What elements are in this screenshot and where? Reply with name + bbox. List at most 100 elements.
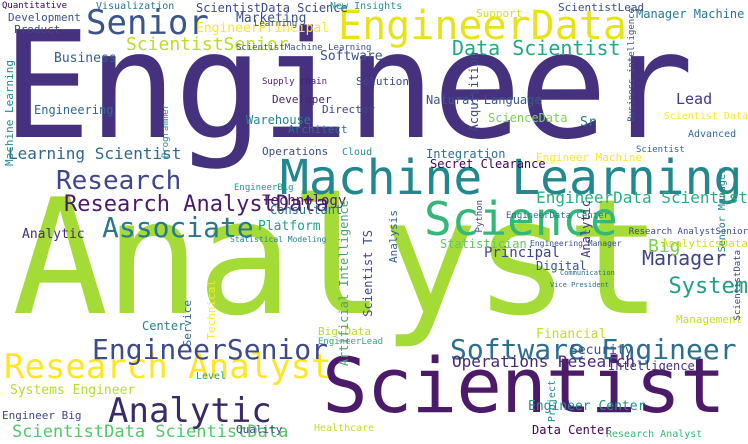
word: Financial: [536, 327, 607, 342]
word: Analyst: [12, 164, 662, 351]
word-vertical: Artificial Intelligence: [337, 200, 351, 367]
word: Machine Learning: [280, 150, 743, 206]
word: Healthcare: [314, 423, 375, 434]
word: Learning: [254, 19, 298, 29]
word: Intelligence: [608, 359, 695, 373]
word: Software Engineer: [450, 333, 737, 366]
word: Sr: [580, 115, 596, 130]
word: Digital: [536, 259, 587, 273]
word-vertical: Programmer: [161, 104, 171, 159]
word: Data Scientist: [452, 36, 621, 60]
word: Statistical Modeling: [230, 235, 327, 244]
word: Scientist: [322, 341, 726, 430]
word: Big Data: [318, 325, 371, 338]
word: Engineer Center: [528, 399, 646, 414]
word: Analytic: [22, 227, 85, 242]
word: Support: [476, 7, 523, 20]
word: Statistician: [440, 237, 527, 251]
word: Advanced: [688, 129, 737, 140]
word: Manager Machine: [636, 7, 745, 21]
word: ScienceData: [488, 111, 568, 125]
word: Technology: [262, 193, 347, 209]
word: Engineer Big: [2, 409, 82, 422]
word: ScientistMachine Learning: [236, 43, 372, 53]
word: Learning Scientist: [8, 144, 182, 163]
word: AnalyticsData: [661, 237, 748, 250]
word: EngineerData Scientist: [536, 188, 748, 207]
word-vertical: Analytic: [579, 200, 593, 258]
word: Developer: [272, 93, 332, 106]
word: ScientistSenior: [126, 34, 289, 55]
word: System: [668, 274, 748, 299]
word-vertical: Service: [181, 300, 194, 347]
word: EngineerData: [338, 3, 627, 49]
word-vertical: Business intelligence: [627, 8, 637, 122]
word: Natural Language: [426, 93, 542, 107]
word: Secret Clearance: [430, 157, 546, 171]
word: EngineerBig: [234, 183, 294, 193]
word: Director: [322, 103, 375, 116]
word: Operations Research: [452, 352, 636, 371]
word: Research: [56, 166, 182, 196]
word: Supply chain: [262, 77, 328, 87]
word: Quantitative: [2, 1, 68, 11]
word: Communication: [560, 269, 615, 277]
word: Principal: [484, 245, 560, 261]
word: Visualization: [96, 1, 175, 12]
word: Warehouse: [246, 113, 312, 127]
word: Engineer Machine: [536, 151, 642, 164]
word: Research Analyst: [4, 347, 332, 387]
word: Quality: [236, 423, 283, 436]
word: Science: [424, 192, 618, 246]
word: Integration: [426, 147, 506, 161]
word: Engineer: [2, 0, 694, 172]
word-vertical: ScientistData: [733, 250, 743, 321]
word: Manager: [642, 246, 727, 270]
word-vertical: Acquisition: [467, 52, 481, 132]
word: Systems Engineer: [10, 383, 136, 398]
word-vertical: Technical: [205, 280, 218, 340]
word: Lead: [676, 90, 713, 108]
word: Solution: [356, 75, 409, 88]
word: Marketing: [236, 11, 307, 26]
word: ScientistData ScientistData: [12, 422, 289, 442]
word: Level: [196, 371, 227, 382]
word: Analytic: [108, 391, 272, 431]
word: New Insights: [330, 1, 403, 12]
word: EngineerData Center: [506, 211, 609, 221]
word: Cloud: [342, 147, 373, 158]
word: Engineering: [34, 103, 114, 117]
word-vertical: Scientist TS: [361, 230, 375, 317]
word: Research AnalystData: [64, 192, 329, 217]
word: EngineerSenior: [92, 333, 329, 366]
word: Management: [676, 313, 743, 326]
word: Operations: [262, 145, 329, 158]
word: Research Analyst: [606, 429, 703, 440]
word: Business: [54, 51, 117, 66]
word: Center: [142, 319, 186, 333]
word-vertical: Project: [547, 380, 558, 423]
word-vertical: Senior Manager: [717, 168, 728, 253]
word: Engineering Manager: [530, 239, 622, 248]
word: Product: [14, 23, 61, 36]
word: Platform: [258, 219, 321, 234]
word: Research AnalystSenior: [628, 227, 748, 237]
word: EngineerLead: [318, 337, 384, 347]
word: Vice President: [550, 281, 610, 289]
word-vertical: Machine Learning: [3, 60, 16, 166]
word: Scientist Data: [663, 111, 748, 122]
word: Associate: [102, 211, 254, 244]
word: Software: [320, 49, 383, 64]
word-vertical: Analysis: [387, 210, 400, 263]
word: Consultant: [270, 203, 343, 217]
word: Security: [570, 343, 633, 358]
word: Scientist: [636, 145, 685, 155]
word: Senior: [86, 3, 209, 43]
word-vertical: Python: [475, 200, 485, 233]
word: Data Center: [532, 423, 612, 437]
word: Big: [648, 236, 681, 257]
word: Development: [8, 11, 81, 24]
word: ScientistData Science: [196, 1, 348, 15]
word: ScientistLead: [558, 1, 645, 14]
